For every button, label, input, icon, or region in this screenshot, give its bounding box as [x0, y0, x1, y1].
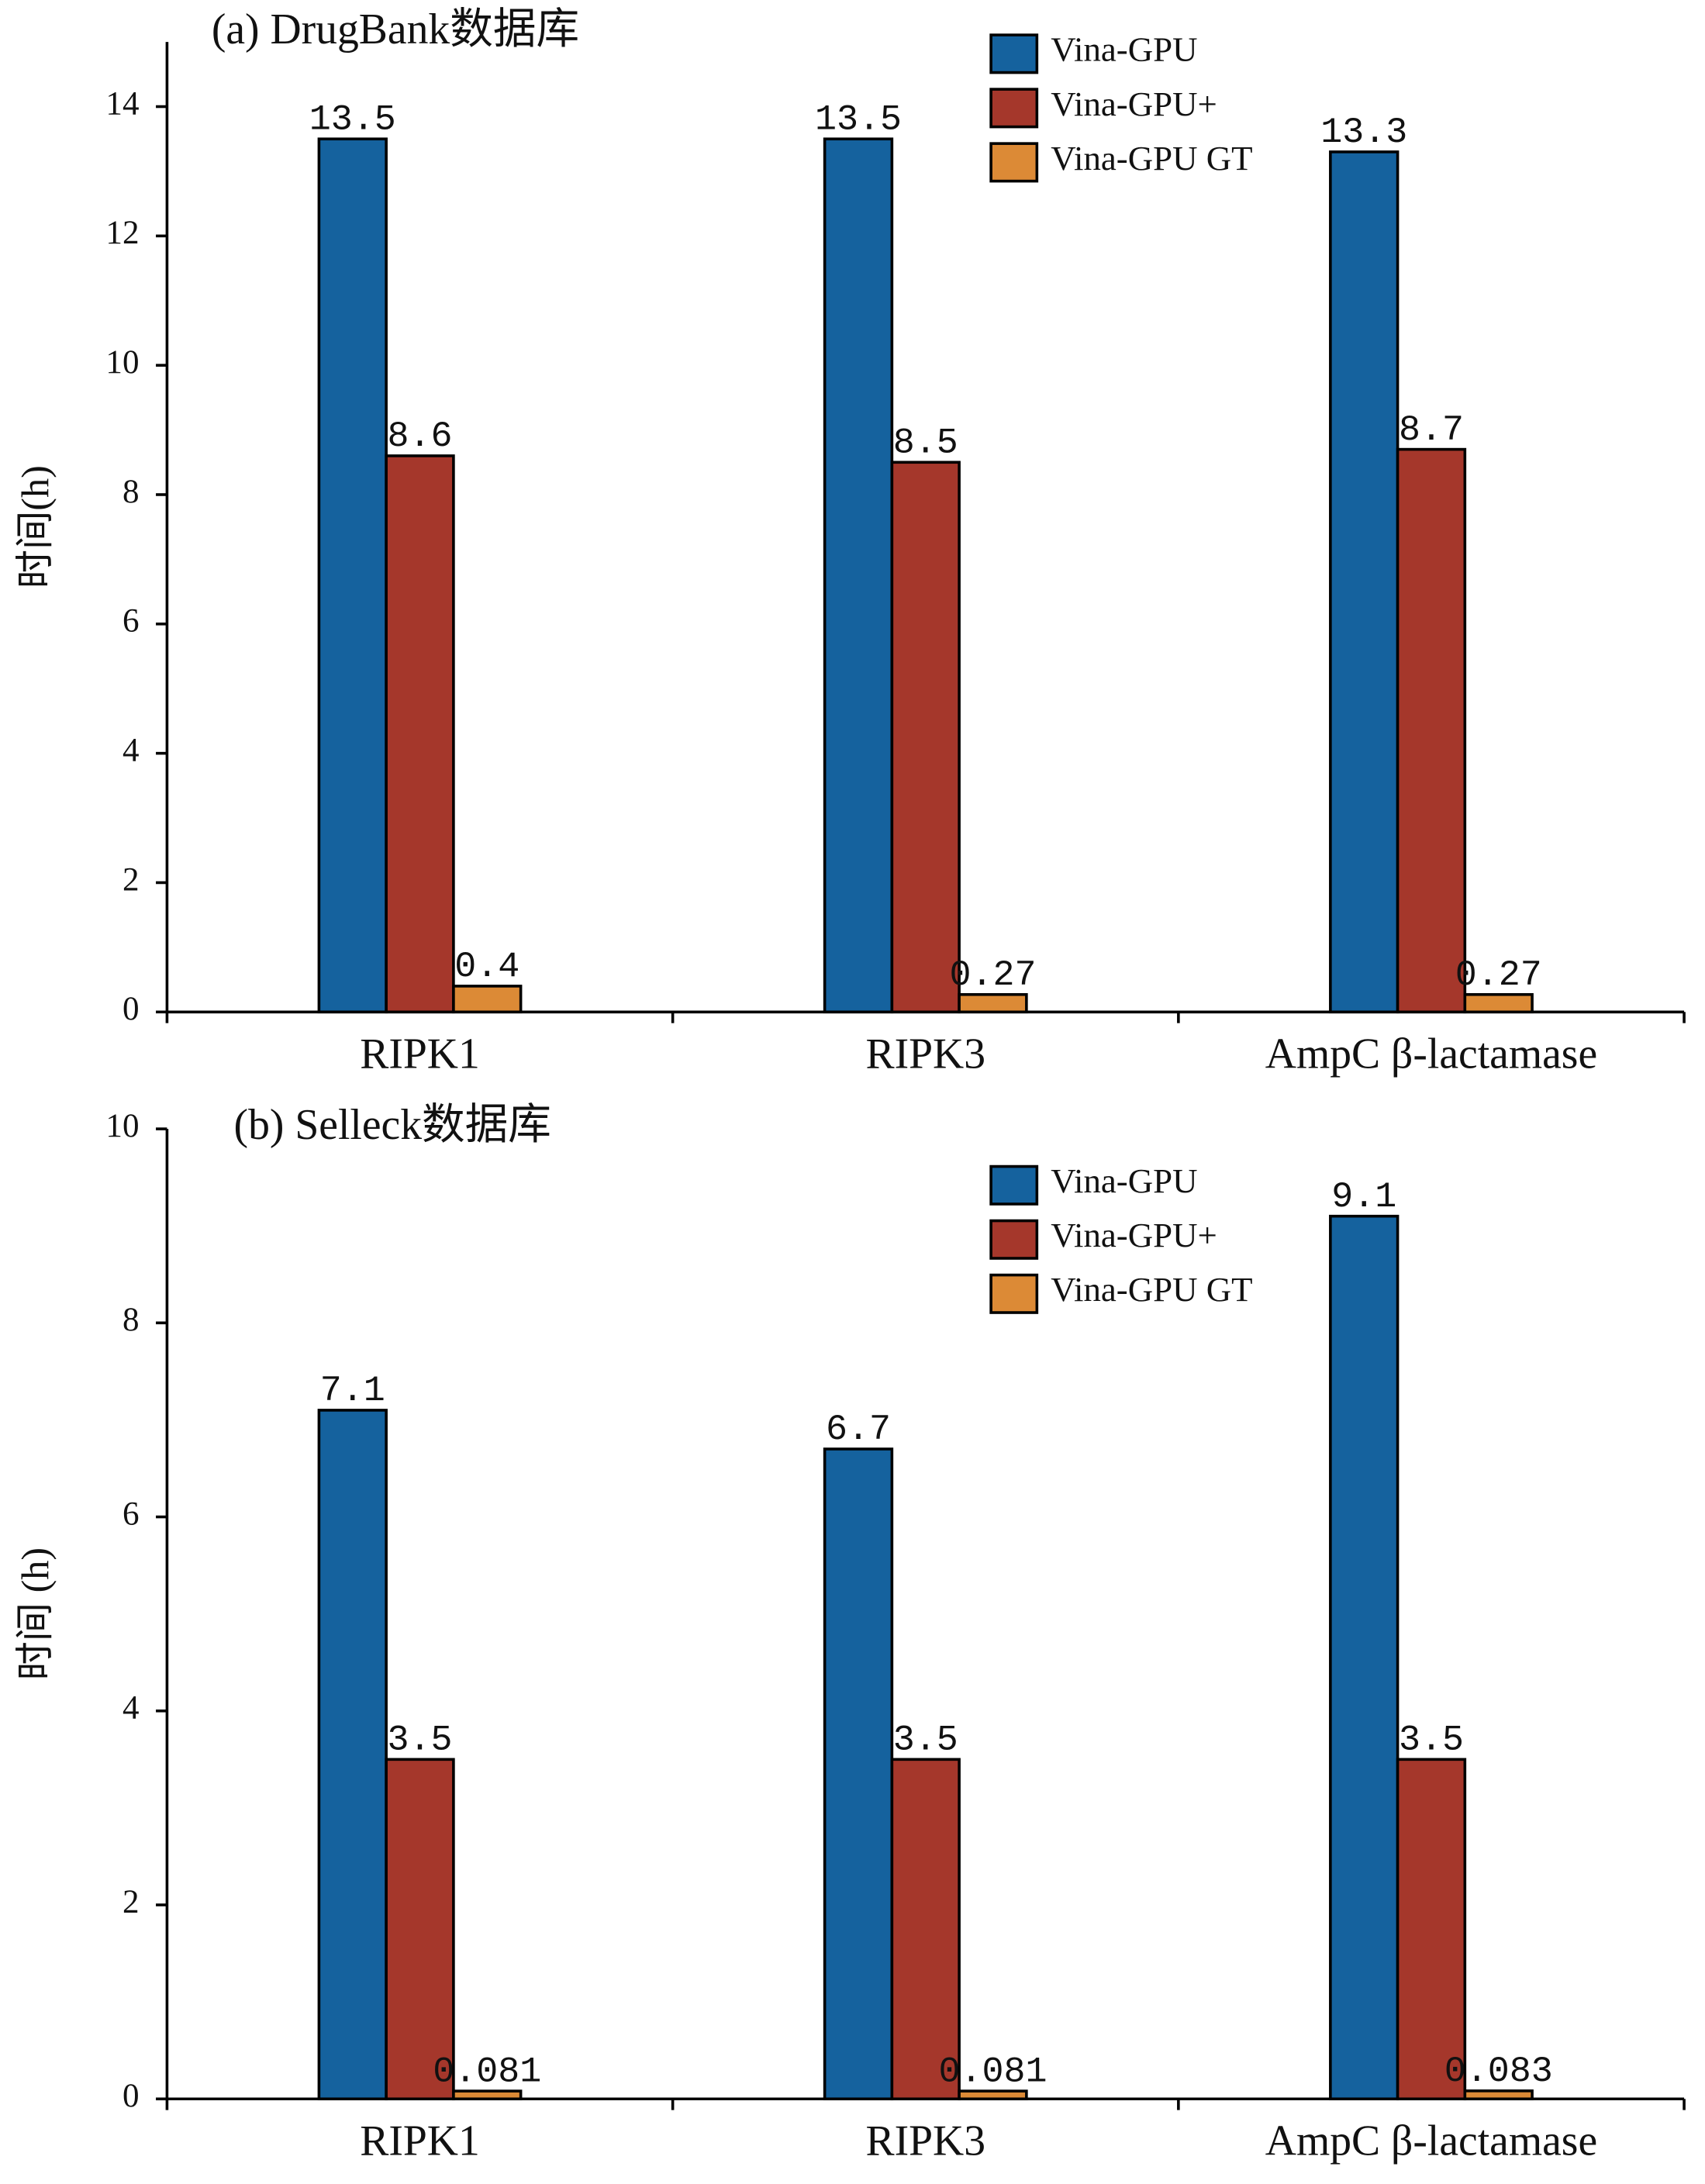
- value-label: 0.081: [433, 2051, 541, 2093]
- value-label: 9.1: [1331, 1177, 1396, 1218]
- y-tick-label: 6: [123, 1496, 140, 1532]
- legend-swatch: [989, 1273, 1039, 1314]
- legend-swatch: [989, 88, 1039, 129]
- chart-title: (b) Selleck数据库: [234, 1101, 551, 1149]
- bar: [317, 137, 388, 1014]
- value-label: 0.081: [938, 2051, 1047, 2093]
- value-label: 3.5: [388, 1720, 453, 1761]
- bar: [452, 985, 523, 1014]
- y-tick-label: 12: [105, 215, 139, 251]
- bar: [890, 461, 961, 1014]
- bar: [452, 2089, 523, 2101]
- value-label: 8.7: [1399, 410, 1464, 451]
- legend-swatch: [989, 33, 1039, 74]
- legend-label: Vina-GPU GT: [1051, 139, 1252, 178]
- legend-swatch: [989, 1164, 1039, 1206]
- y-tick-label: 6: [123, 603, 140, 640]
- y-tick-label: 10: [105, 344, 139, 381]
- bar: [823, 1447, 894, 2101]
- bar: [1463, 992, 1534, 1014]
- bar: [1463, 2089, 1534, 2101]
- bar: [958, 992, 1028, 1014]
- x-tick-label: RIPK3: [865, 2117, 985, 2165]
- legend-label: Vina-GPU+: [1051, 1216, 1217, 1254]
- legend-label: Vina-GPU GT: [1051, 1270, 1252, 1309]
- value-label: 6.7: [826, 1409, 891, 1451]
- value-label: 3.5: [1399, 1720, 1464, 1761]
- x-tick-label: RIPK1: [360, 2117, 480, 2165]
- bar: [958, 2089, 1028, 2101]
- value-label: 8.5: [893, 423, 958, 464]
- y-tick-label: 14: [105, 85, 139, 122]
- y-tick-label: 4: [123, 733, 140, 769]
- legend-label: Vina-GPU: [1051, 30, 1197, 69]
- y-axis-label: 时间(h): [13, 465, 57, 588]
- bar: [1329, 150, 1400, 1014]
- y-tick-label: 4: [123, 1690, 140, 1727]
- y-tick-label: 0: [123, 991, 140, 1027]
- y-tick-label: 8: [123, 1302, 140, 1338]
- value-label: 8.6: [388, 416, 453, 457]
- value-label: 13.3: [1320, 112, 1407, 154]
- bar: [385, 1758, 455, 2101]
- chart-title: (a) DrugBank数据库: [212, 5, 579, 53]
- y-tick-label: 10: [105, 1108, 139, 1144]
- value-label: 0.083: [1444, 2051, 1553, 2093]
- bar: [1396, 1758, 1467, 2101]
- bar: [385, 454, 455, 1014]
- bar: [823, 137, 894, 1014]
- legend-swatch: [989, 1219, 1039, 1260]
- value-label: 7.1: [320, 1371, 385, 1412]
- x-tick-label: RIPK3: [865, 1030, 985, 1078]
- y-tick-label: 8: [123, 474, 140, 510]
- legend-label: Vina-GPU+: [1051, 85, 1217, 123]
- bar: [1396, 447, 1467, 1014]
- legend-label: Vina-GPU: [1051, 1161, 1197, 1200]
- value-label: 3.5: [893, 1720, 958, 1761]
- value-label: 0.4: [454, 947, 519, 988]
- bar: [890, 1758, 961, 2101]
- y-tick-label: 2: [123, 861, 140, 898]
- value-label: 13.5: [309, 99, 396, 140]
- x-tick-label: AmpC β-lactamase: [1265, 2117, 1597, 2165]
- value-label: 0.27: [1455, 955, 1542, 996]
- y-tick-label: 2: [123, 1884, 140, 1920]
- x-tick-label: RIPK1: [360, 1030, 480, 1078]
- y-tick-label: 0: [123, 2078, 140, 2114]
- x-tick-label: AmpC β-lactamase: [1265, 1030, 1597, 1078]
- legend-swatch: [989, 142, 1039, 183]
- bar: [317, 1409, 388, 2101]
- value-label: 13.5: [815, 99, 902, 140]
- value-label: 0.27: [949, 955, 1036, 996]
- y-axis-label: 时间 (h): [13, 1547, 57, 1681]
- bar: [1329, 1214, 1400, 2101]
